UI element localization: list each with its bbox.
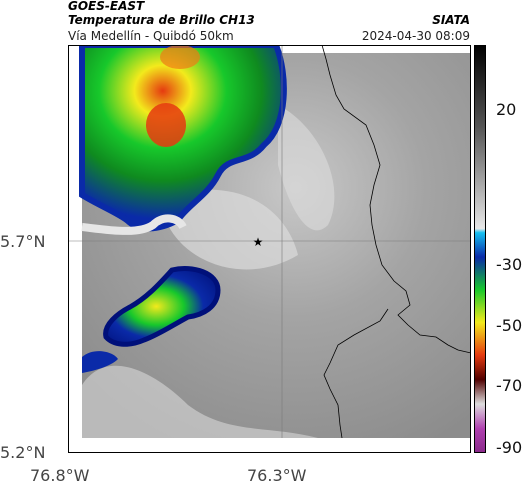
organization-label: SIATA (432, 13, 470, 27)
colorbar-tick-label: 20 (496, 100, 517, 119)
colorbar-tick-label: -70 (496, 376, 523, 395)
country-border (321, 45, 471, 354)
cloud-core-red (146, 103, 186, 147)
product-title: Temperatura de Brillo CH13 (68, 13, 255, 27)
warm-patch (82, 365, 318, 438)
satellite-title: GOES-EAST (68, 0, 145, 13)
satellite-map[interactable]: ★ (68, 45, 471, 453)
colorbar-tick-label: -50 (496, 316, 523, 335)
temperature-colorbar (474, 45, 486, 453)
colorbar-tick-label: -90 (496, 438, 523, 457)
location-star-icon: ★ (253, 235, 264, 249)
y-tick-label: 5.2°N (0, 443, 46, 462)
cold-cloud-small (103, 266, 221, 347)
datetime-label: 2024-04-30 08:09 (361, 29, 470, 43)
colorbar-tick-label: -30 (496, 255, 523, 274)
x-tick-label: 76.8°W (30, 466, 90, 485)
x-tick-label: 76.3°W (247, 466, 307, 485)
y-tick-label: 5.7°N (0, 232, 46, 251)
river-line (323, 308, 389, 439)
location-label: Vía Medellín - Quibdó 50km (68, 29, 234, 43)
